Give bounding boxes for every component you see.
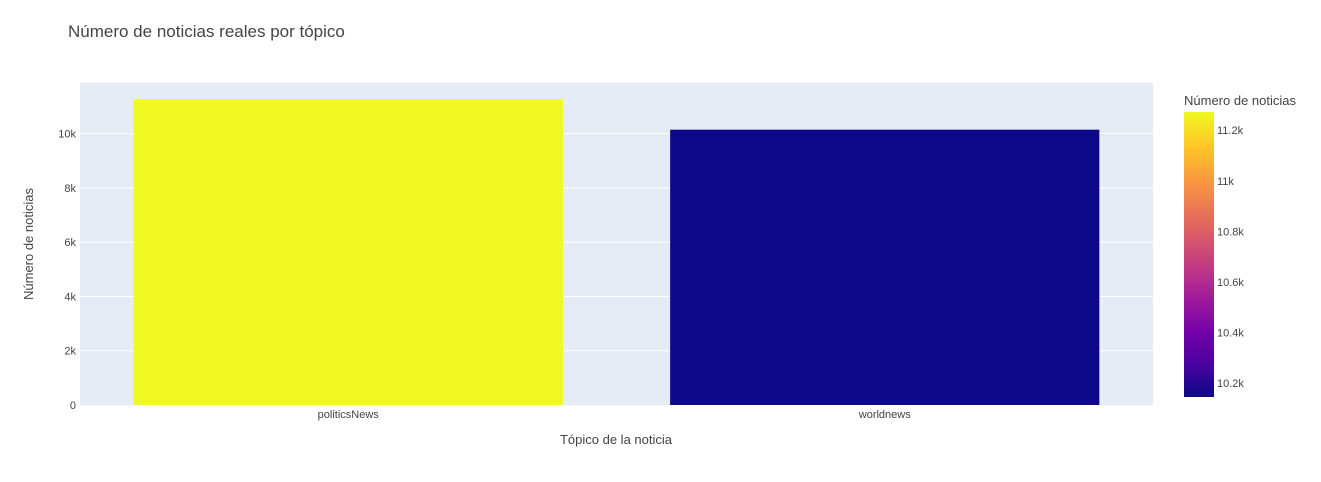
colorbar-tick-label: 10.6k bbox=[1217, 277, 1244, 289]
y-tick-label: 10k bbox=[58, 129, 76, 141]
colorbar-tick-label: 10.2k bbox=[1217, 378, 1244, 390]
y-tick-label: 0 bbox=[70, 400, 76, 412]
chart-title: Número de noticias reales por tópico bbox=[68, 22, 345, 41]
y-tick-label: 6k bbox=[64, 237, 76, 249]
colorbar bbox=[1184, 112, 1214, 397]
y-axis-title: Número de noticias bbox=[21, 188, 36, 300]
x-axis-title: Tópico de la noticia bbox=[560, 432, 673, 447]
colorbar-tick-label: 10.8k bbox=[1217, 226, 1244, 238]
colorbar-ticks: 10.2k 10.4k 10.6k 10.8k 11k 11.2k bbox=[1217, 125, 1244, 390]
bar-politicsNews[interactable] bbox=[133, 99, 563, 406]
colorbar-tick-label: 11k bbox=[1217, 176, 1234, 188]
y-tick-label: 8k bbox=[64, 183, 76, 195]
y-tick-label: 4k bbox=[64, 291, 76, 303]
colorbar-tick-label: 11.2k bbox=[1217, 125, 1244, 137]
x-tick-label: politicsNews bbox=[318, 409, 380, 421]
colorbar-title: Número de noticias bbox=[1184, 93, 1296, 108]
x-tick-label: worldnews bbox=[858, 409, 911, 421]
y-axis-ticks: 0 2k 4k 6k 8k 10k bbox=[58, 129, 76, 412]
x-axis-ticks: politicsNews worldnews bbox=[318, 409, 912, 421]
bar-worldnews[interactable] bbox=[670, 129, 1100, 405]
bars bbox=[133, 99, 1100, 406]
colorbar-tick-label: 10.4k bbox=[1217, 328, 1244, 340]
y-tick-label: 2k bbox=[64, 346, 76, 358]
